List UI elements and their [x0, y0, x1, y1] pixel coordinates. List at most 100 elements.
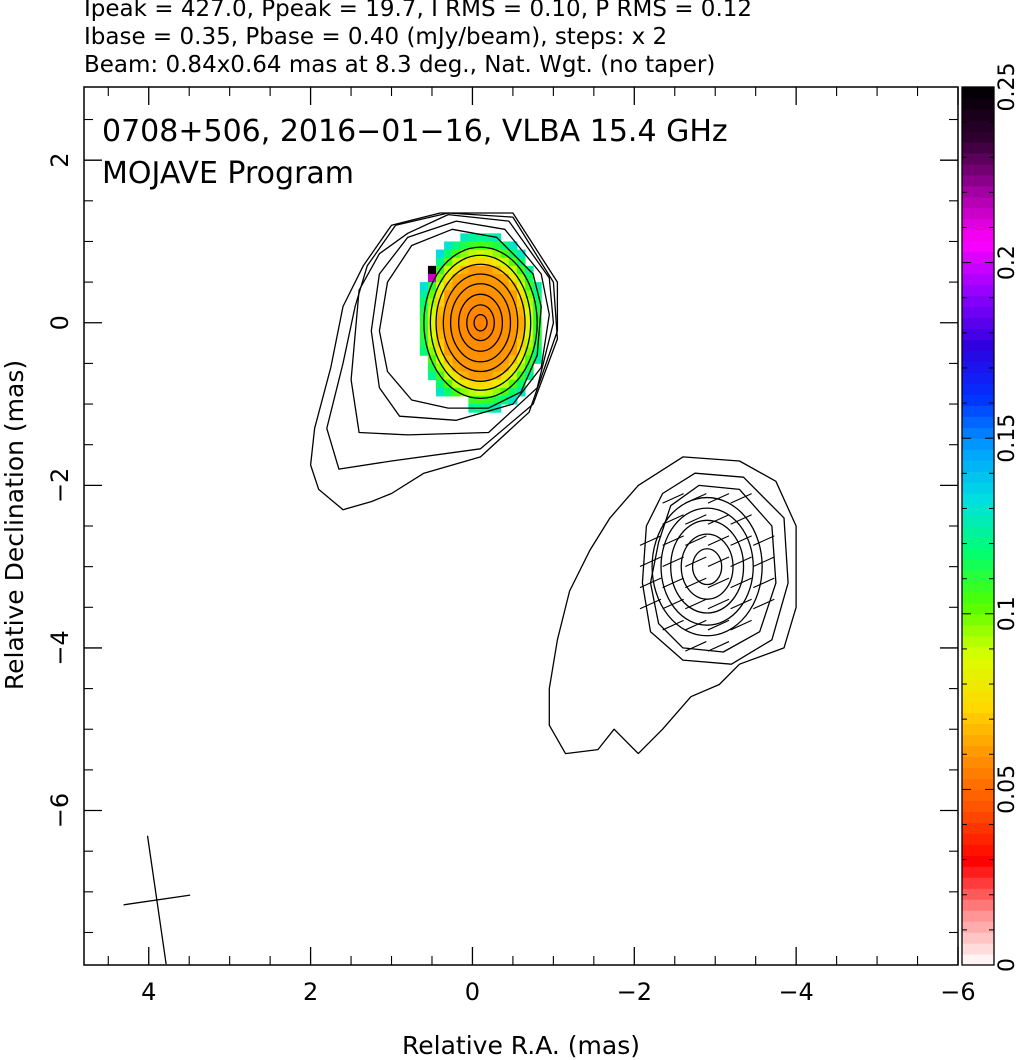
colorbar-segment [962, 306, 994, 319]
polarization-pixel [525, 371, 534, 381]
colorbar-segment [962, 383, 994, 395]
polarization-pixel [484, 330, 494, 340]
polarization-pixel [444, 273, 453, 283]
polarization-pixel [508, 265, 518, 275]
colorbar-segment [962, 416, 994, 428]
header-line-3: Beam: 0.84x0.64 mas at 8.3 deg., Nat. Wg… [84, 52, 716, 78]
polarization-pixel [427, 282, 437, 291]
colorbar-segment [962, 613, 994, 626]
evpa-vector [730, 493, 752, 504]
evpa-vector [685, 619, 707, 631]
evpa-vector [662, 514, 684, 525]
polarization-pixel [484, 249, 494, 259]
polarization-pixel [492, 282, 502, 291]
colorbar-segment [962, 262, 994, 275]
polarization-pixel [444, 241, 453, 251]
polarization-pixel [476, 314, 486, 324]
evpa-vector [730, 535, 752, 546]
jet-contour [660, 507, 754, 626]
polarization-pixel [516, 322, 526, 332]
colorbar-segment [962, 218, 994, 231]
colorbar-segment [962, 690, 994, 703]
polarization-pixel [500, 290, 510, 299]
colorbar: 0 0.05 0.1 0.15 0.2 0.25 [961, 63, 1020, 972]
polarization-pixel [516, 363, 526, 373]
colorbar-segment [962, 328, 994, 341]
core-contour-outer-4 [326, 212, 559, 470]
polarization-pixel [468, 395, 477, 405]
colorbar-segment [962, 712, 994, 725]
colorbar-segment [962, 427, 994, 439]
evpa-vector [753, 535, 775, 546]
colorbar-segment [962, 668, 994, 681]
polarization-pixel [484, 339, 494, 348]
colorbar-segment [962, 449, 994, 461]
colorbar-segment [962, 679, 994, 692]
evpa-vector [707, 598, 730, 610]
polarization-pixel [468, 273, 477, 283]
evpa-vector [753, 598, 775, 610]
polarization-pixel [525, 355, 534, 364]
polarization-pixel [516, 355, 526, 364]
header-line-2: Ibase = 0.35, Pbase = 0.40 (mJy/beam), s… [84, 24, 668, 50]
polarization-pixel [476, 273, 486, 283]
colorbar-tick-label: 0.1 [995, 596, 1020, 631]
polarization-pixel [436, 339, 445, 348]
polarization-pixel [525, 298, 534, 307]
colorbar-segment [962, 580, 994, 593]
polarization-pixel [533, 282, 542, 291]
polarization-pixel [452, 330, 461, 340]
polarization-pixel [492, 379, 502, 389]
polarization-pixel [436, 379, 445, 389]
y-tick-label: −6 [46, 793, 74, 828]
polarization-pixel [492, 322, 502, 332]
colorbar-segment [962, 756, 994, 769]
evpa-vector [707, 641, 730, 652]
evpa-vector [662, 493, 684, 504]
polarization-pixel [500, 273, 510, 283]
polarization-pixel [444, 339, 453, 348]
polarization-pixel [476, 282, 486, 291]
evpa-vector [707, 514, 730, 525]
colorbar-segment [962, 460, 994, 472]
jet-contour [680, 533, 734, 600]
colorbar-segment [962, 119, 994, 132]
evpa-vector [730, 619, 752, 631]
polarization-pixel [492, 257, 502, 267]
polarization-pixel [476, 233, 486, 242]
evpa-vector [707, 493, 730, 504]
polarization-pixel [484, 379, 494, 389]
colorbar-segment [962, 394, 994, 406]
polarization-pixel [476, 322, 486, 332]
polarization-pixel [476, 249, 486, 259]
polarization-pixel [460, 347, 469, 356]
colorbar-segment [962, 130, 994, 143]
core-contour [429, 254, 532, 391]
core-contour [442, 273, 519, 373]
polarization-pixel [460, 355, 469, 364]
polarization-pixel [452, 339, 461, 348]
polarization-pixel [533, 339, 542, 348]
evpa-vector [707, 535, 730, 546]
polarization-pixel [419, 290, 429, 299]
x-tick-label: −2 [617, 978, 652, 1006]
polarization-pixel [460, 265, 469, 275]
polarization-pixel [427, 273, 437, 283]
polarization-pixel [436, 257, 445, 267]
polarization-pixel [427, 265, 437, 275]
colorbar-segment [962, 163, 994, 176]
polarization-pixel [444, 298, 453, 307]
polarization-pixel [508, 363, 518, 373]
colorbar-segment [962, 591, 994, 604]
colorbar-tick-label: 0.05 [995, 765, 1020, 814]
polarization-pixel [492, 330, 502, 340]
polarization-pixel [476, 265, 486, 275]
colorbar-segment [962, 372, 994, 384]
colorbar-segment [962, 295, 994, 308]
polarization-pixel [533, 330, 542, 340]
evpa-vector [730, 514, 752, 525]
polarization-pixel [500, 387, 510, 397]
polarization-pixel [508, 330, 518, 340]
polarization-pixel [468, 363, 477, 373]
